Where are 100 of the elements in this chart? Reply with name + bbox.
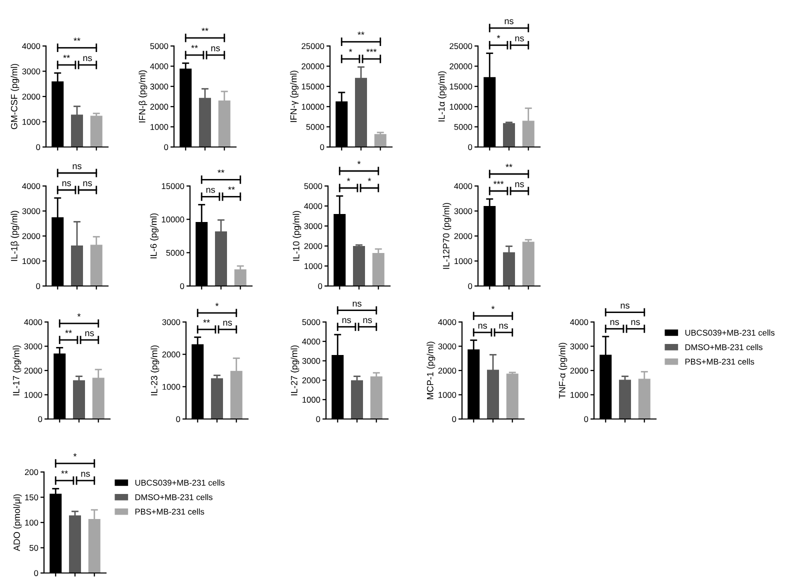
annotation: ns: [515, 182, 524, 188]
y-axis-title: IFN-γ (pg/ml): [290, 70, 298, 122]
y-tick-label: 1000: [162, 384, 180, 390]
text: ***: [493, 180, 504, 184]
y-tick-label: 4000: [150, 63, 168, 70]
y-tick-label: 1000: [454, 258, 472, 264]
annotation: ns: [62, 181, 71, 186]
y-tick-label: 2000: [304, 243, 322, 250]
y-tick-label: 50: [30, 544, 38, 551]
text: ns: [504, 19, 514, 24]
y-tick-label: 0: [36, 283, 40, 290]
annotation: ns: [478, 324, 487, 329]
text: **: [358, 32, 364, 35]
y-tick-label: 200: [24, 469, 38, 476]
y-tick-label: 0: [468, 144, 472, 150]
y-tick-label: 4000: [304, 203, 322, 210]
text: ns: [352, 302, 362, 307]
y-tick-label: 2000: [454, 233, 472, 240]
y-tick-label: 20000: [450, 63, 472, 70]
annotation: ns: [223, 320, 232, 326]
y-tick-label: 1000: [304, 263, 322, 270]
y-axis-title: ADO (pmol/μl): [13, 494, 22, 552]
legend-label: UBCS039+MB-231 cells: [135, 480, 225, 486]
y-tick-label: 2000: [162, 352, 180, 358]
y-tick-label: 1000: [438, 392, 456, 398]
y-axis-title: IL-6 (pg/ml): [150, 213, 158, 258]
annotation: ns: [83, 181, 92, 186]
y-tick-label: 4000: [438, 319, 456, 326]
text: *: [368, 178, 372, 182]
y-tick-label: 4000: [22, 43, 40, 50]
annotation: **: [65, 330, 72, 334]
annotation: **: [228, 186, 235, 190]
y-tick-label: 5000: [302, 319, 320, 326]
y-tick-label: 5000: [306, 124, 324, 130]
y-axis-title: IL-12P70 (pg/ml): [442, 202, 452, 269]
y-tick-label: 3000: [24, 343, 42, 350]
y-tick-label: 5000: [304, 183, 322, 190]
text: ns: [620, 304, 630, 309]
y-tick-label: 3000: [22, 68, 40, 74]
y-tick-label: 1000: [22, 118, 40, 125]
y-axis-title: MCP-1 (pg/ml): [426, 342, 436, 400]
y-tick-label: 15000: [450, 84, 472, 90]
y-tick-label: 3000: [570, 343, 588, 350]
y-tick-label: 3000: [22, 208, 40, 214]
y-tick-label: 0: [34, 570, 38, 576]
y-tick-label: 4000: [302, 338, 320, 344]
y-axis-title: IL-1α (pg/ml): [438, 71, 446, 122]
y-tick-label: 1000: [24, 392, 42, 398]
text: ns: [515, 36, 524, 42]
annotation: ns: [81, 472, 90, 477]
text: *: [77, 313, 81, 317]
y-tick-label: 3000: [454, 208, 472, 214]
y-tick-label: 15000: [162, 183, 184, 190]
y-tick-label: 4000: [22, 183, 40, 190]
y-tick-label: 0: [318, 283, 322, 290]
y-tick-label: 2000: [150, 104, 168, 110]
annotation: ns: [342, 318, 351, 324]
annotation: ns: [206, 188, 215, 193]
legend-label: DMSO+MB-231 cells: [685, 344, 762, 350]
annotation: ***: [366, 48, 377, 52]
text: *: [346, 178, 350, 182]
y-tick-label: 4000: [24, 319, 42, 326]
annotation: ns: [211, 46, 220, 52]
y-tick-label: 2000: [302, 377, 320, 384]
y-tick-label: 0: [452, 416, 456, 422]
y-tick-label: 0: [320, 144, 324, 150]
y-tick-label: 10000: [162, 216, 184, 222]
y-tick-label: 0: [180, 283, 184, 290]
y-tick-label: 3000: [438, 343, 456, 350]
y-tick-label: 4000: [454, 183, 472, 190]
text: *: [496, 35, 500, 38]
annotation: **: [191, 44, 198, 48]
text: *: [73, 453, 77, 456]
y-tick-label: 2000: [22, 233, 40, 240]
y-tick-label: 2000: [570, 368, 588, 374]
y-tick-label: 0: [176, 416, 180, 422]
legend-label: UBCS039+MB-231 cells: [685, 330, 775, 336]
annotation: **: [63, 54, 70, 58]
y-tick-label: 1000: [302, 396, 320, 403]
y-tick-label: 5000: [166, 250, 184, 256]
y-tick-label: 100: [25, 520, 38, 526]
text: **: [202, 28, 208, 31]
y-tick-label: 0: [584, 416, 588, 422]
y-axis-title: IL-10 (pg/ml): [292, 210, 302, 261]
y-tick-label: 2000: [24, 368, 42, 374]
legend-label: PBS+MB-231 cells: [135, 508, 204, 515]
y-tick-label: 25000: [450, 43, 472, 50]
y-tick-label: 15000: [302, 84, 324, 90]
y-axis-title: IL-17 (pg/ml): [12, 345, 22, 396]
annotation: ns: [83, 56, 92, 62]
y-tick-label: 0: [36, 144, 40, 150]
text: *: [491, 306, 495, 310]
annotation: ns: [363, 318, 372, 324]
legend-label: DMSO+MB-231 cells: [135, 494, 212, 500]
y-axis-title: TNF-α (pg/ml): [558, 342, 568, 398]
y-tick-label: 3000: [304, 223, 322, 230]
y-tick-label: 1000: [22, 258, 40, 264]
annotation: ns: [631, 320, 640, 326]
y-tick-label: 1000: [150, 124, 168, 130]
y-tick-label: 25000: [302, 43, 324, 50]
